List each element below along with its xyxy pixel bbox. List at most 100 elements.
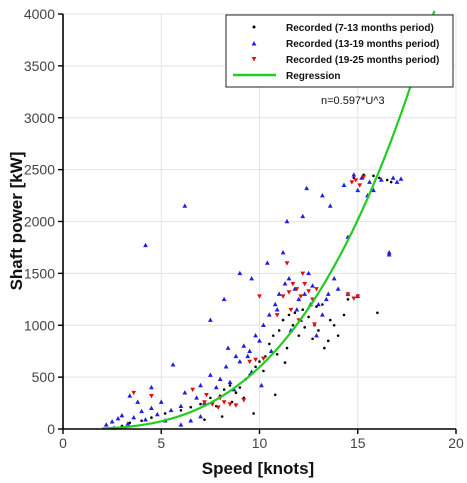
data-point-13-19 — [125, 421, 131, 426]
data-point-13-19 — [154, 411, 160, 417]
data-point-7-13 — [376, 311, 379, 315]
data-layer — [103, 172, 404, 430]
data-point-7-13 — [326, 339, 330, 343]
data-point-13-19 — [319, 312, 325, 317]
data-point-7-13 — [228, 384, 232, 387]
data-point-7-13 — [268, 342, 271, 346]
data-point-13-19 — [109, 419, 115, 424]
data-point-19-25 — [345, 292, 351, 297]
data-point-7-13 — [385, 178, 389, 182]
data-point-13-19 — [359, 175, 365, 180]
data-point-13-19 — [225, 345, 231, 350]
data-point-13-19 — [227, 379, 233, 385]
data-point-13-19 — [274, 307, 280, 312]
data-point-13-19 — [182, 203, 188, 208]
y-tick-label: 3500 — [24, 58, 55, 74]
data-point-13-19 — [335, 286, 341, 291]
data-point-7-13 — [203, 418, 206, 421]
data-point-13-19 — [241, 343, 247, 348]
data-point-7-13 — [179, 409, 183, 412]
data-point-13-19 — [319, 192, 325, 198]
data-point-7-13 — [321, 303, 324, 306]
data-point-13-19 — [149, 384, 154, 390]
data-point-7-13 — [273, 393, 277, 397]
data-point-7-13 — [287, 313, 291, 317]
data-point-7-13 — [301, 308, 305, 311]
data-point-19-25 — [190, 387, 196, 393]
data-point-19-25 — [300, 271, 306, 276]
data-point-7-13 — [209, 396, 212, 400]
data-point-13-19 — [323, 296, 329, 302]
data-point-13-19 — [103, 422, 109, 427]
data-point-19-25 — [204, 392, 209, 398]
data-point-7-13 — [163, 412, 167, 415]
y-tick-label: 1500 — [24, 265, 55, 281]
data-point-19-25 — [257, 294, 262, 299]
data-point-7-13 — [342, 313, 346, 317]
x-tick-label: 10 — [252, 435, 268, 451]
data-point-7-13 — [234, 391, 238, 394]
data-point-13-19 — [245, 353, 251, 359]
data-point-19-25 — [288, 307, 294, 313]
data-point-7-13 — [238, 386, 242, 389]
data-point-7-13 — [258, 360, 261, 363]
data-point-13-19 — [386, 252, 392, 257]
data-point-7-13 — [297, 334, 301, 337]
data-point-13-19 — [207, 317, 213, 322]
data-point-7-13 — [307, 315, 310, 319]
data-point-13-19 — [280, 250, 286, 255]
data-point-13-19 — [327, 203, 333, 208]
data-point-13-19 — [331, 275, 337, 281]
data-point-7-13 — [346, 298, 350, 301]
data-point-13-19 — [149, 405, 154, 411]
legend-marker-triangle-down — [251, 57, 257, 62]
data-point-7-13 — [254, 365, 257, 369]
data-point-7-13 — [317, 329, 320, 332]
y-axis-title: Shaft power [kW] — [7, 152, 26, 291]
data-point-7-13 — [285, 346, 289, 350]
regression-line — [102, 10, 436, 430]
x-tick-label: 20 — [448, 435, 464, 451]
data-point-19-25 — [241, 398, 247, 403]
data-point-19-25 — [215, 405, 221, 410]
data-point-13-19 — [158, 399, 164, 404]
data-point-13-19 — [221, 296, 227, 302]
data-point-19-25 — [227, 402, 233, 407]
data-point-7-13 — [328, 318, 332, 322]
data-point-13-19 — [143, 242, 148, 248]
data-point-7-13 — [220, 415, 224, 418]
regression-layer — [102, 10, 436, 430]
data-point-13-19 — [139, 408, 144, 414]
data-point-13-19 — [316, 301, 321, 307]
data-point-13-19 — [178, 403, 184, 408]
data-point-19-25 — [349, 180, 355, 185]
data-point-7-13 — [378, 176, 381, 180]
data-point-13-19 — [261, 322, 266, 328]
data-point-13-19 — [351, 172, 357, 177]
data-point-13-19 — [310, 283, 315, 288]
data-point-13-19 — [264, 260, 270, 265]
axes — [58, 13, 457, 434]
data-point-19-25 — [314, 287, 319, 292]
data-point-13-19 — [294, 307, 300, 312]
data-point-7-13 — [277, 329, 281, 332]
y-tick-label: 500 — [32, 369, 56, 385]
data-point-13-19 — [188, 418, 194, 423]
data-point-19-25 — [294, 287, 300, 292]
data-point-13-19 — [300, 213, 306, 219]
data-point-7-13 — [150, 416, 153, 419]
data-point-13-19 — [247, 348, 253, 353]
data-point-19-25 — [221, 400, 227, 405]
data-point-7-13 — [323, 346, 326, 350]
data-point-7-13 — [262, 369, 265, 373]
data-point-13-19 — [378, 177, 384, 182]
data-point-7-13 — [303, 326, 306, 329]
data-point-13-19 — [168, 407, 174, 413]
data-point-13-19 — [268, 348, 274, 353]
data-point-13-19 — [237, 270, 243, 276]
data-point-13-19 — [253, 333, 258, 338]
data-point-19-25 — [131, 390, 137, 396]
data-point-19-25 — [286, 290, 292, 295]
y-tick-label: 0 — [47, 421, 55, 437]
